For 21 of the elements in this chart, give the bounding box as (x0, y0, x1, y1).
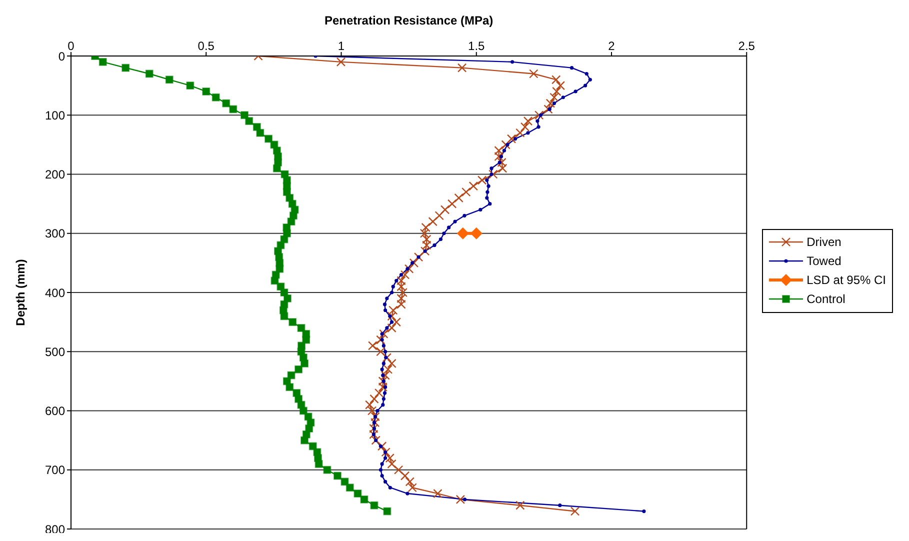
y-tick-label: 700 (44, 463, 66, 478)
y-tick-label: 600 (44, 404, 66, 418)
legend-label: LSD at 95% CI (806, 273, 886, 287)
x-tick-label: 1.5 (468, 39, 486, 53)
x-tick-label: 2.5 (738, 39, 756, 53)
x-tick-label: 0.5 (198, 39, 215, 53)
y-tick-label: 400 (44, 286, 66, 300)
legend-label: Control (806, 292, 846, 306)
y-tick-label: 300 (44, 226, 66, 241)
x-axis-title: Penetration Resistance (MPa) (324, 14, 494, 28)
x-tick-label: 0 (68, 39, 75, 53)
legend-label: Towed (806, 254, 842, 268)
y-tick-label: 800 (44, 522, 66, 536)
y-tick-label: 500 (44, 344, 66, 359)
y-tick-label: 200 (44, 168, 66, 182)
y-tick-label: 100 (44, 108, 66, 122)
y-tick-label: 0 (58, 49, 66, 64)
legend-label: Driven (806, 235, 842, 249)
x-tick-label: 2 (608, 39, 616, 53)
y-axis-title: Depth (mm) (13, 259, 28, 326)
x-tick-label: 1 (338, 39, 345, 53)
